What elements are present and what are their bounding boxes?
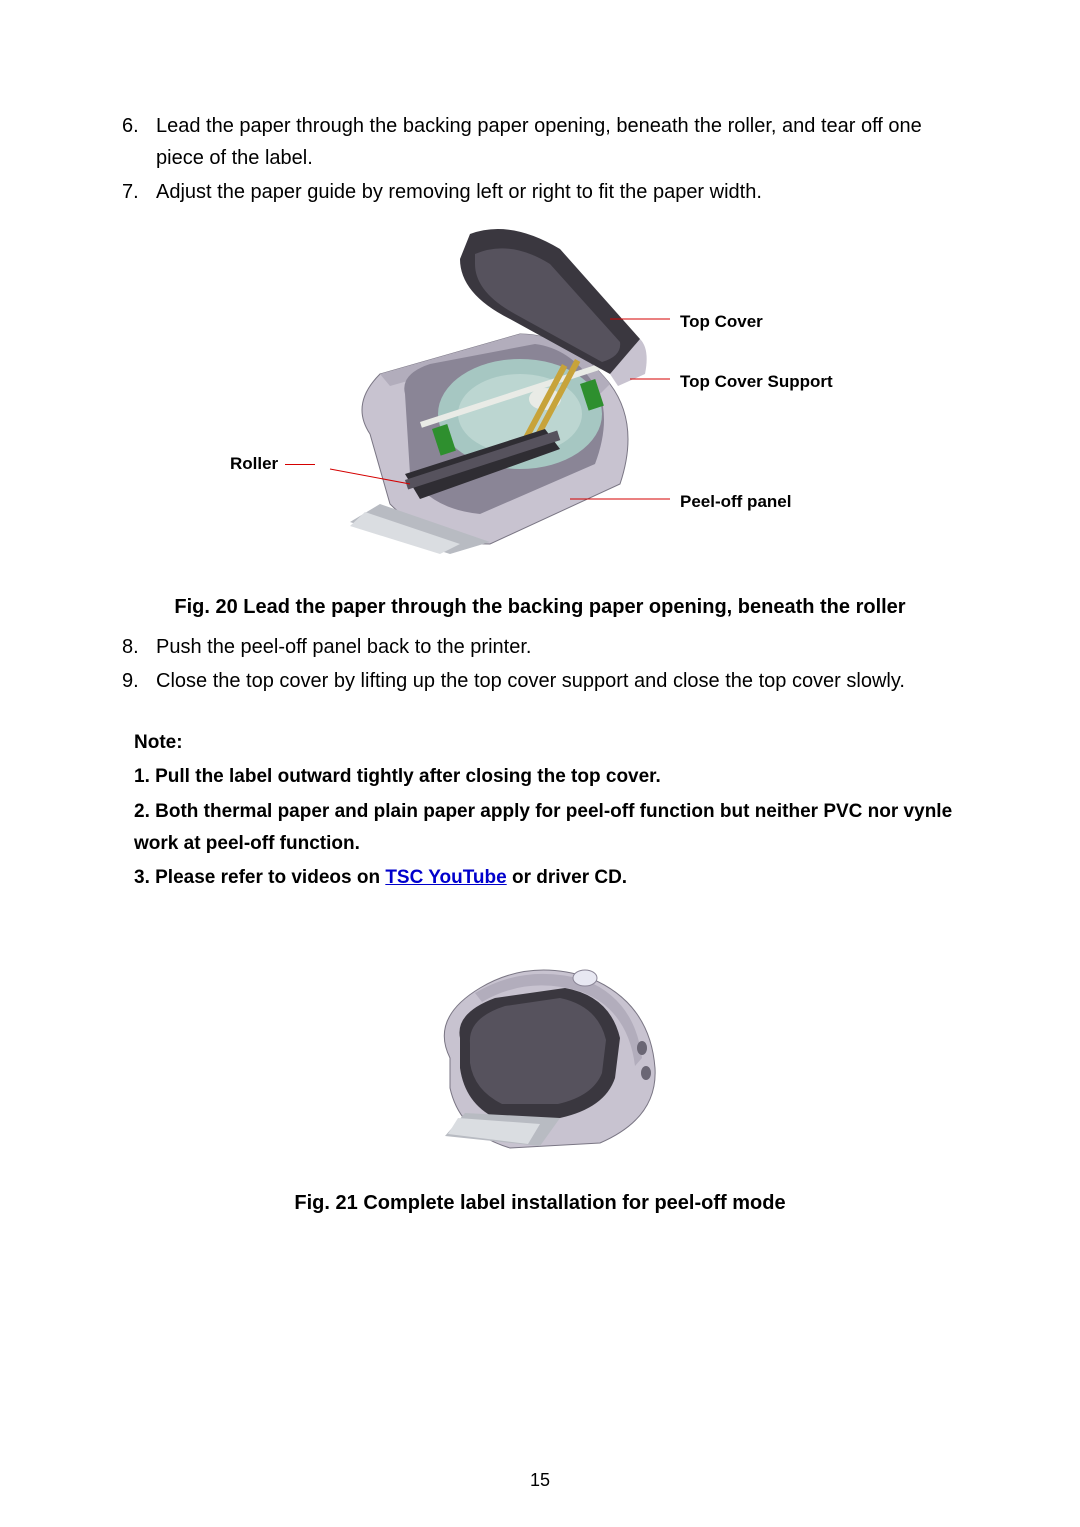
callout-top-cover: Top Cover — [680, 312, 763, 332]
note-item: 1. Pull the label outward tightly after … — [134, 761, 960, 793]
callout-peel-off-panel: Peel-off panel — [680, 492, 791, 512]
list-item: 9. Close the top cover by lifting up the… — [120, 665, 960, 697]
note-item-with-link: 3. Please refer to videos on TSC YouTube… — [134, 862, 960, 894]
list-item: 8. Push the peel-off panel back to the p… — [120, 631, 960, 663]
page-number: 15 — [0, 1470, 1080, 1491]
list-item-number: 7. — [120, 176, 156, 208]
list-item-number: 9. — [120, 665, 156, 697]
printer-closed-illustration — [410, 918, 670, 1158]
printer-open-illustration — [310, 224, 690, 554]
note-item-suffix: or driver CD. — [507, 867, 627, 888]
list-item-text: Adjust the paper guide by removing left … — [156, 176, 960, 208]
leader-line — [285, 464, 315, 465]
list-item: 7. Adjust the paper guide by removing le… — [120, 176, 960, 208]
list-item-text: Lead the paper through the backing paper… — [156, 110, 960, 174]
tsc-youtube-link[interactable]: TSC YouTube — [385, 867, 506, 888]
figure-21 — [120, 918, 960, 1178]
list-item-text: Close the top cover by lifting up the to… — [156, 665, 960, 697]
callout-top-cover-support: Top Cover Support — [680, 372, 833, 392]
note-heading: Note: — [134, 727, 960, 759]
list-item-text: Push the peel-off panel back to the prin… — [156, 631, 960, 663]
instruction-list-mid: 8. Push the peel-off panel back to the p… — [120, 631, 960, 697]
list-item-number: 8. — [120, 631, 156, 663]
note-item: 2. Both thermal paper and plain paper ap… — [134, 796, 960, 861]
instruction-list-top: 6. Lead the paper through the backing pa… — [120, 110, 960, 208]
list-item-number: 6. — [120, 110, 156, 174]
figure-21-caption: Fig. 21 Complete label installation for … — [160, 1188, 920, 1219]
list-item: 6. Lead the paper through the backing pa… — [120, 110, 960, 174]
figure-20: Top Cover Top Cover Support Peel-off pan… — [120, 224, 960, 574]
note-block: Note: 1. Pull the label outward tightly … — [120, 727, 960, 894]
note-item-prefix: 3. Please refer to videos on — [134, 867, 385, 888]
callout-roller: Roller — [230, 454, 278, 474]
figure-20-caption: Fig. 20 Lead the paper through the backi… — [160, 592, 920, 623]
